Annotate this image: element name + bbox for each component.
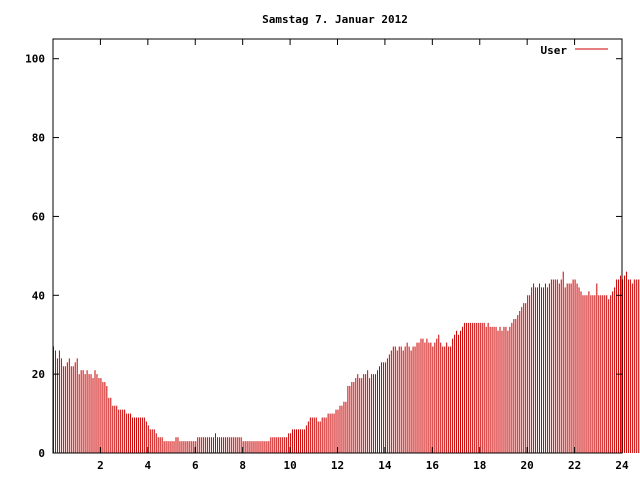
x-tick-label: 6 (192, 459, 199, 472)
x-tick-label: 24 (615, 459, 629, 472)
bar-series-user (53, 271, 640, 453)
y-tick-label: 0 (38, 447, 45, 460)
y-tick-label: 40 (32, 289, 45, 302)
x-tick-label: 20 (521, 459, 534, 472)
x-tick-label: 10 (283, 459, 296, 472)
chart-title: Samstag 7. Januar 2012 (262, 13, 408, 26)
plot-frame (52, 38, 623, 454)
x-tick-label: 8 (239, 459, 246, 472)
x-tick-label: 22 (568, 459, 581, 472)
legend: User (541, 44, 608, 57)
x-tick-label: 16 (426, 459, 440, 472)
y-tick-label: 100 (25, 53, 45, 66)
x-tick-label: 18 (473, 459, 486, 472)
y-tick-label: 80 (32, 132, 45, 145)
y-tick-label: 60 (32, 210, 45, 223)
legend-label: User (541, 44, 568, 57)
x-tick-label: 12 (331, 459, 344, 472)
x-tick-label: 14 (378, 459, 392, 472)
x-tick-label: 2 (97, 459, 104, 472)
x-tick-label: 4 (145, 459, 152, 472)
y-tick-label: 20 (32, 368, 45, 381)
